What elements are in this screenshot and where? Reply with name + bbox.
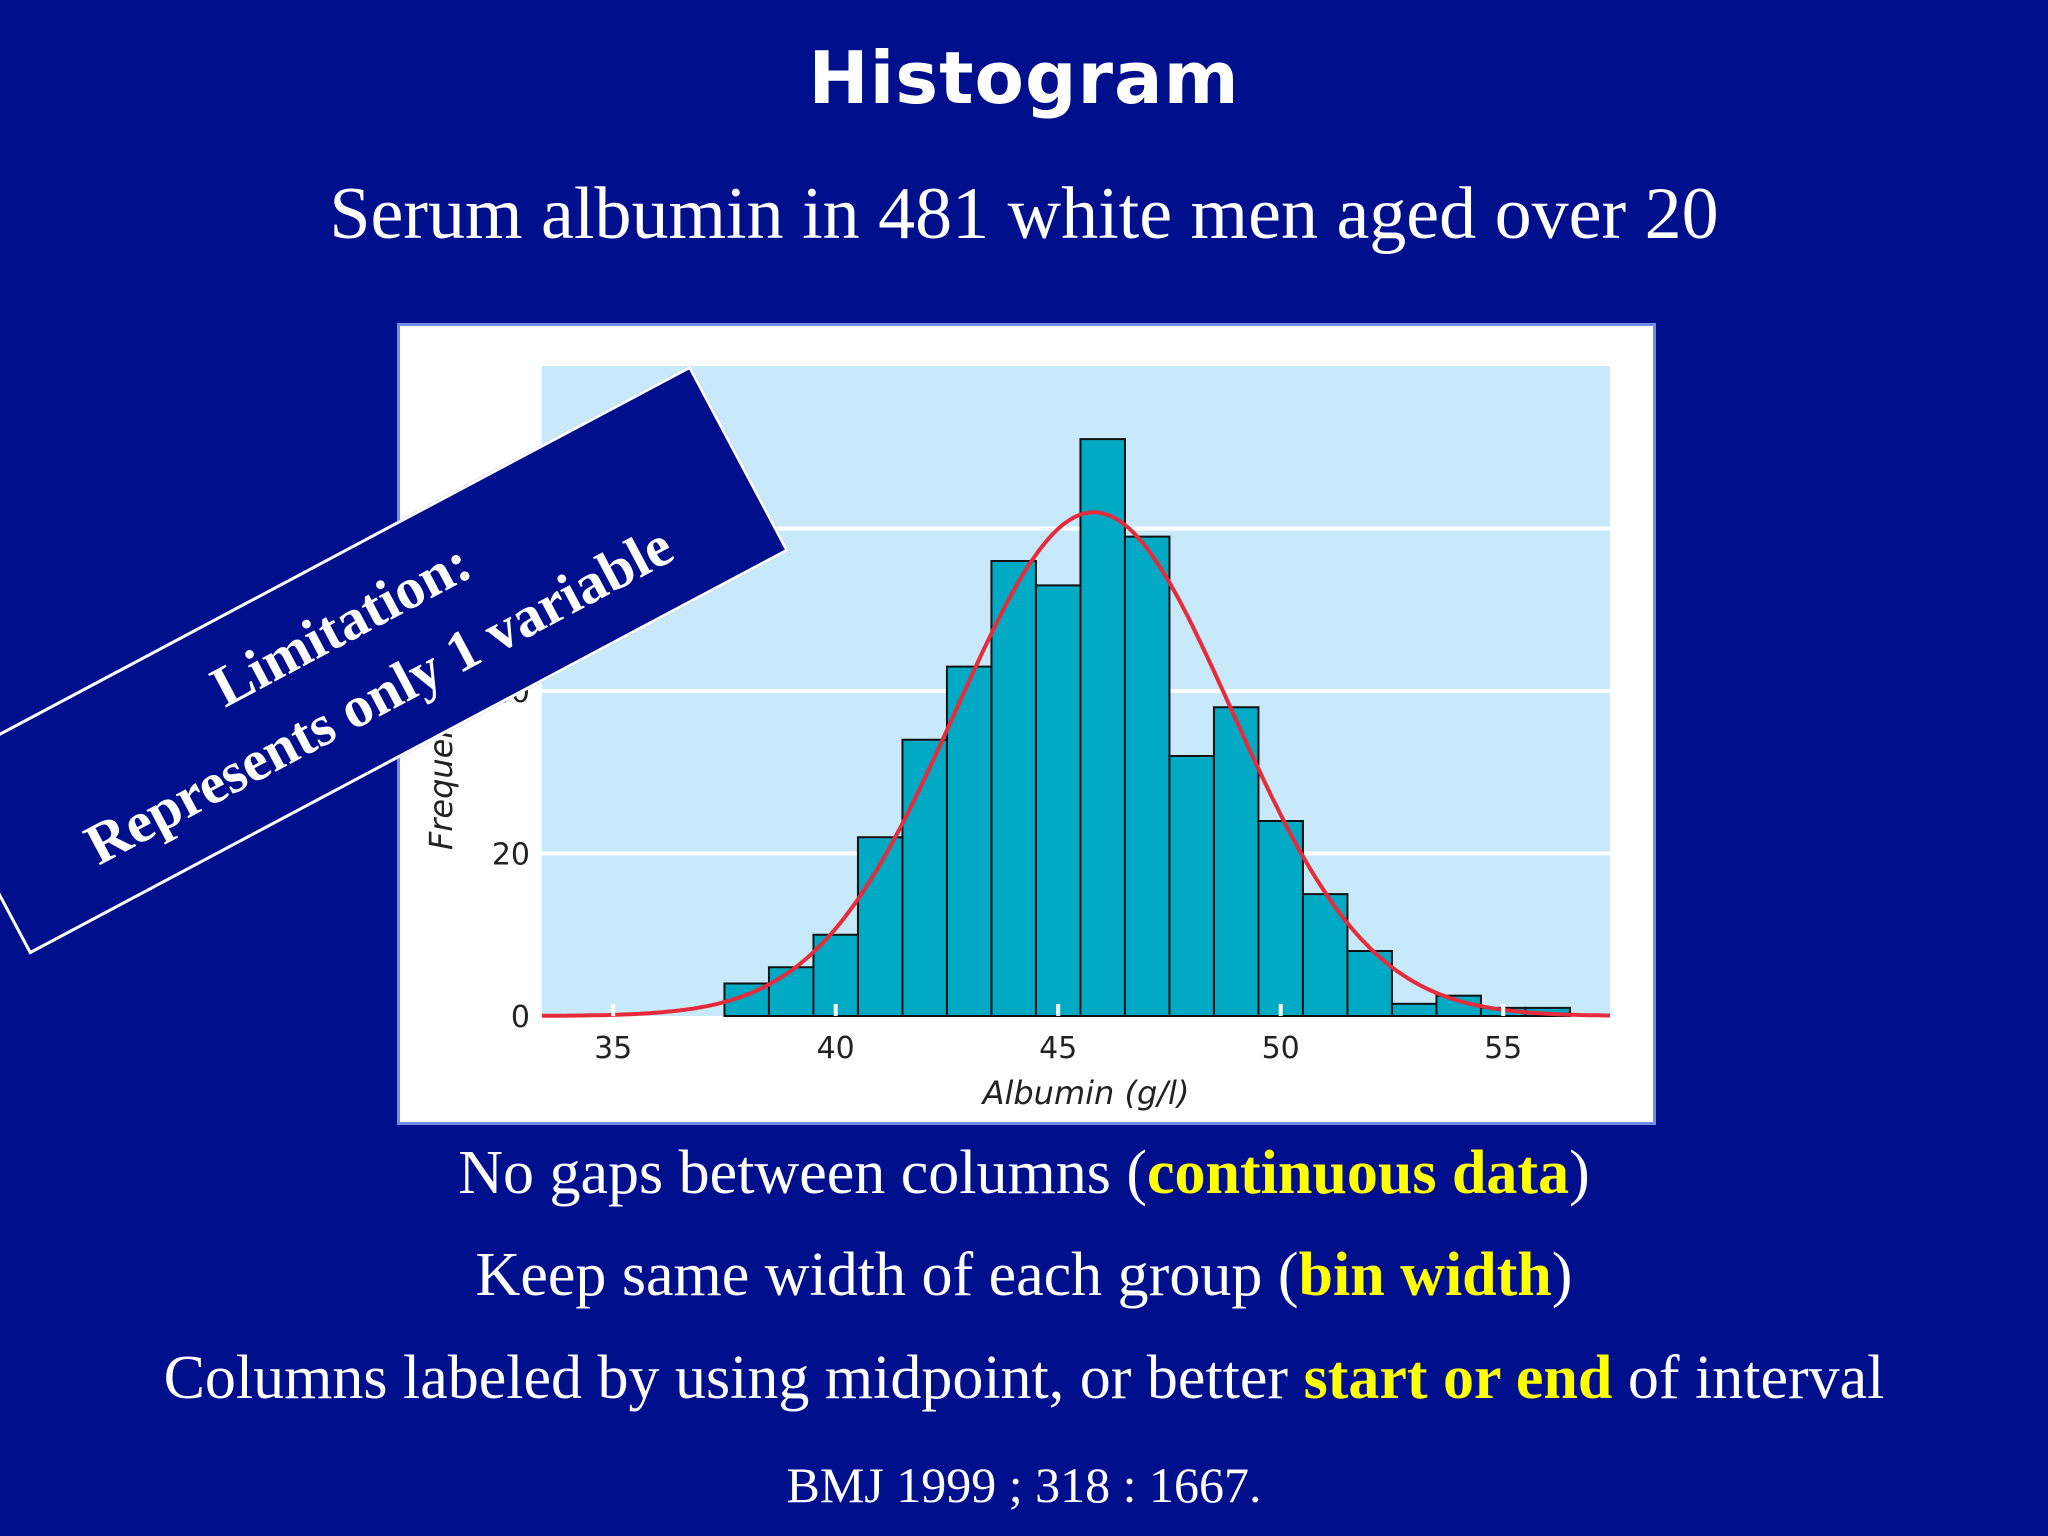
bullet-highlight: bin width [1298, 1241, 1552, 1309]
x-axis-label: Albumin (g/l) [981, 1074, 1190, 1112]
x-tick-label: 50 [1262, 1031, 1300, 1066]
bullet-bin-width: Keep same width of each group (bin width… [0, 1240, 2048, 1311]
normal-curve [542, 510, 1610, 1018]
histogram-bar [1257, 820, 1304, 1017]
citation: BMJ 1999 ; 318 : 1667. [786, 1457, 1262, 1513]
bullet-text: of interval [1612, 1344, 1885, 1412]
histogram-bar [1212, 706, 1260, 1017]
slide-title: Histogram [808, 36, 1240, 120]
bullet-text: ) [1569, 1139, 1590, 1207]
slide-subtitle: Serum albumin in 481 white men aged over… [329, 173, 1719, 255]
histogram-bar [945, 665, 993, 1017]
bullet-highlight: start or end [1303, 1344, 1613, 1412]
x-tick-label: 35 [594, 1031, 632, 1066]
histogram-bar [901, 738, 948, 1017]
x-tick-label: 40 [817, 1031, 855, 1066]
histogram-bar [990, 560, 1037, 1017]
x-tick-label: 45 [1039, 1031, 1077, 1066]
bullet-text: No gaps between columns ( [458, 1139, 1147, 1207]
bullet-text: ) [1551, 1241, 1573, 1309]
histogram-bar [767, 966, 815, 1017]
x-tick-label: 55 [1484, 1031, 1522, 1066]
y-tick-label: 0 [511, 1000, 530, 1035]
bullet-text: Keep same width of each group ( [475, 1241, 1299, 1309]
bullet-continuous-data: No gaps between columns (continuous data… [0, 1138, 2048, 1209]
histogram-bar [1168, 755, 1215, 1017]
bullet-text: Columns labeled by using midpoint, or be… [163, 1344, 1304, 1412]
histogram-bar [1079, 438, 1126, 1017]
bullet-highlight: continuous data [1147, 1139, 1570, 1207]
y-tick-label: 20 [492, 838, 530, 873]
histogram-bar [1034, 584, 1082, 1017]
histogram-bar [1390, 1002, 1438, 1017]
histogram-bar [1123, 535, 1171, 1017]
bullet-column-labels: Columns labeled by using midpoint, or be… [0, 1343, 2048, 1414]
